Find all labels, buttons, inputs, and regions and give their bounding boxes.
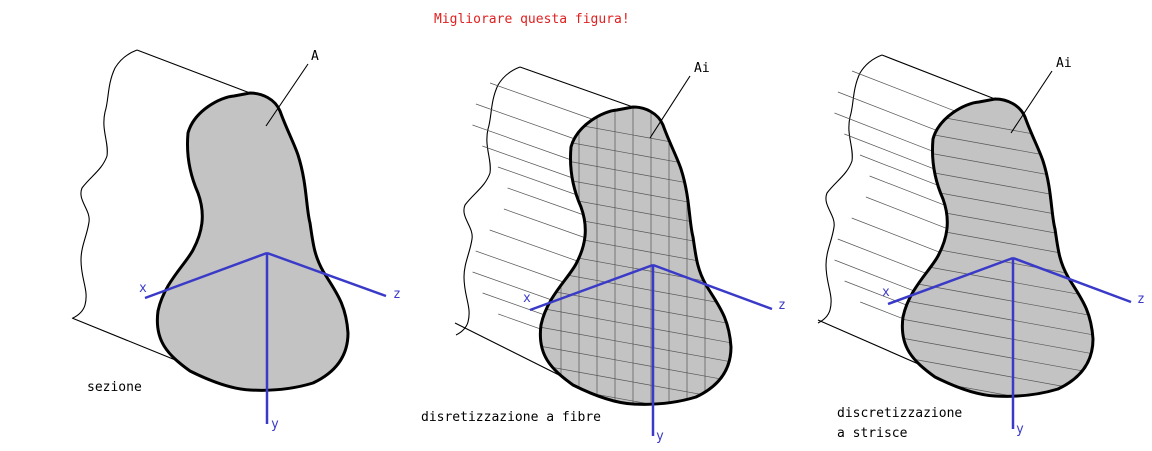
caption-line: disretizzazione a fibre [421,410,602,425]
generator-line [482,145,585,183]
generator-line [844,133,947,174]
axis-x [144,251,268,300]
axis-label-x: x [139,281,147,296]
generator-line [851,217,954,258]
axis-label-z: z [393,287,401,302]
axis-label-x: x [523,291,531,306]
axis-label-y: y [656,429,664,444]
axis-label-z: z [778,298,786,313]
figure-title: Migliorare questa figura! [434,12,630,27]
caption-line-2: a strisce [837,426,908,441]
generator-line [837,91,940,132]
callout-leader-ai [649,75,691,139]
bottom-edge [454,322,576,384]
discretization-line [902,315,1093,357]
axes-panel-2: x z y [523,263,786,444]
axis-z [1012,256,1132,304]
axes-panel-1: x z y [139,251,401,432]
back-section-outline [455,66,521,336]
callout-leader-a [265,63,309,127]
axis-label-x: x [882,285,890,300]
discretization-line [902,296,1093,338]
caption-strisce: discretizzazione a strisce [837,404,962,444]
back-section-outline [817,54,883,324]
top-edge [881,54,996,100]
generator-line [472,124,575,162]
caption-sezione: sezione [87,378,142,398]
axis-z [652,263,773,311]
section-area [540,107,731,405]
callout-leader-ai [1010,70,1053,134]
section-outline [900,97,1095,398]
top-edge [136,49,251,94]
axis-label-y: y [271,417,279,432]
area-label-ai: Ai [694,61,710,76]
axis-z [266,251,387,298]
discretization-line [902,334,1093,376]
panel-strisce: Ai x z y [817,54,1145,437]
axis-label-y: y [1016,422,1024,437]
generator-line [837,238,940,279]
back-section-outline [72,49,138,319]
caption-line: sezione [87,380,142,395]
area-label-a: A [311,49,319,64]
section-area [155,91,350,392]
axis-x [529,263,654,312]
generator-line [489,229,592,267]
axis-label-z: z [1137,292,1145,307]
caption-line-1: discretizzazione [837,406,963,421]
generator-line [489,82,592,120]
discretization-line [902,277,1093,319]
section-area [902,99,1093,397]
panel-sezione: A x z y [71,49,401,432]
axis-x [887,256,1014,306]
generator-line [475,103,578,141]
caption-fibre: disretizzazione a fibre [421,408,601,428]
generator-line [834,112,937,153]
section-outline [538,105,733,406]
top-edge [519,66,634,108]
axes-panel-3: x z y [882,256,1145,437]
generator-line [475,250,578,288]
generator-line [851,70,954,111]
panel-fibre: Ai x z y [454,61,786,444]
area-label-ai: Ai [1056,56,1072,71]
